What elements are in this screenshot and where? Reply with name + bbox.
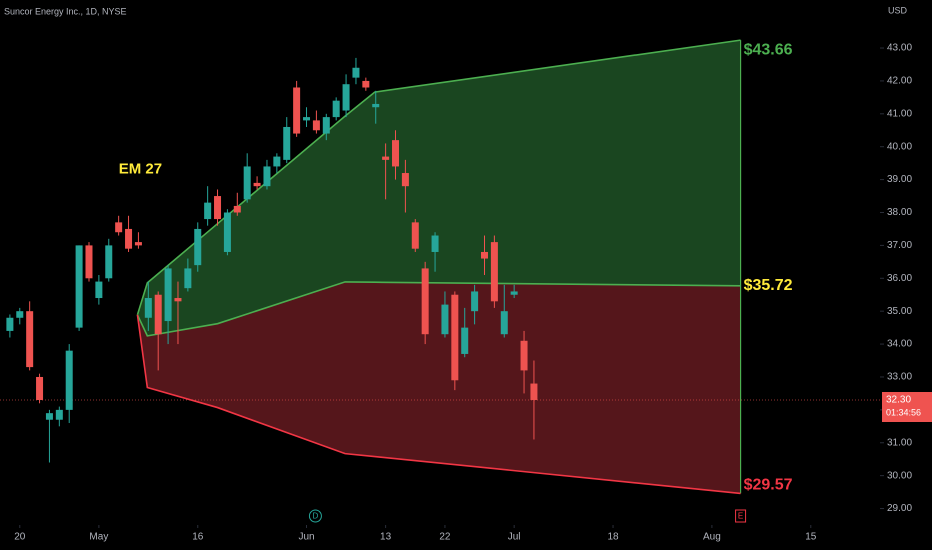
candle-body <box>134 242 142 246</box>
candle-body <box>411 222 419 249</box>
candle-body <box>500 311 508 335</box>
candle-body <box>125 228 133 249</box>
y-tick-label: 42.00 <box>887 76 912 87</box>
price-annotation: $29.57 <box>744 477 793 494</box>
candle-body <box>332 100 340 118</box>
candle-body <box>520 340 528 371</box>
cone-lower-area <box>137 281 741 494</box>
candle-body <box>312 120 320 131</box>
candle-body <box>223 212 231 252</box>
y-tick-label: 36.00 <box>887 273 912 284</box>
candle-body <box>75 245 83 328</box>
y-tick-label: 33.00 <box>887 372 912 383</box>
currency-label: USD <box>888 5 908 15</box>
candle-body <box>16 311 24 318</box>
candle-body <box>184 268 192 289</box>
x-tick-label: May <box>89 532 108 543</box>
countdown-label: 01:34:56 <box>886 407 921 417</box>
cone-upper-area <box>137 40 741 336</box>
candle-body <box>293 87 301 134</box>
last-price-box <box>882 392 932 422</box>
candle-body <box>480 251 488 259</box>
candle-body <box>382 156 390 160</box>
y-tick-label: 34.00 <box>887 339 912 350</box>
candle-body <box>194 228 202 266</box>
candle-body <box>421 268 429 335</box>
y-tick-label: 29.00 <box>887 503 912 514</box>
y-tick-label: 41.00 <box>887 108 912 119</box>
chart-title: Suncor Energy Inc., 1D, NYSE <box>4 6 127 16</box>
y-tick-label: 30.00 <box>887 470 912 481</box>
event-icon <box>735 509 747 523</box>
event-label: D <box>313 512 319 521</box>
candle-body <box>471 291 479 312</box>
y-tick-label: 43.00 <box>887 43 912 54</box>
cone-mid-line <box>136 281 741 337</box>
y-tick-label: 39.00 <box>887 174 912 185</box>
candle-body <box>253 182 261 187</box>
candle-body <box>530 383 538 400</box>
candle-body <box>490 242 498 302</box>
y-tick-label: 38.00 <box>887 207 912 218</box>
candle-body <box>174 298 182 302</box>
candle-body <box>283 126 291 160</box>
price-annotation: $43.66 <box>744 41 793 58</box>
candle-body <box>392 140 400 167</box>
candle-body <box>6 317 14 331</box>
candle-body <box>115 222 123 233</box>
candle-body <box>431 235 439 252</box>
candle-body <box>362 80 370 88</box>
candle-body <box>303 117 311 121</box>
x-tick-label: 20 <box>14 532 26 543</box>
candle-body <box>26 311 34 368</box>
candle-body <box>263 166 271 187</box>
cone-upper-line <box>136 39 741 316</box>
event-label: E <box>738 512 743 521</box>
y-tick-label: 31.00 <box>887 437 912 448</box>
last-price-label: 32.30 <box>886 395 911 406</box>
candle-body <box>144 298 152 318</box>
candle-body <box>45 413 53 420</box>
candle-body <box>441 304 449 335</box>
y-tick-label: 37.00 <box>887 240 912 251</box>
candle-body <box>204 202 212 220</box>
x-tick-label: 13 <box>380 532 392 543</box>
candle-body <box>65 350 73 410</box>
candle-body <box>95 281 103 299</box>
candle-body <box>451 294 459 381</box>
candle-body <box>214 196 222 220</box>
candle-body <box>36 376 44 400</box>
x-tick-label: Aug <box>703 532 721 543</box>
x-tick-label: Jun <box>298 532 314 543</box>
x-tick-label: 15 <box>805 532 817 543</box>
candle-body <box>164 268 172 322</box>
candle-body <box>322 117 330 134</box>
y-tick-label: 35.00 <box>887 306 912 317</box>
cone-lower-line <box>136 314 741 495</box>
candle-body <box>154 294 162 335</box>
em-annotation: EM 27 <box>119 161 162 178</box>
candle-body <box>342 84 350 111</box>
price-annotation: $35.72 <box>744 277 793 294</box>
candle-body <box>461 327 469 354</box>
candle-body <box>352 67 360 78</box>
candle-body <box>510 291 518 295</box>
y-tick-label: 40.00 <box>887 141 912 152</box>
event-icon <box>308 509 322 523</box>
x-tick-label: 18 <box>607 532 619 543</box>
candle-body <box>401 173 409 187</box>
candle-body <box>55 409 63 420</box>
x-tick-label: 22 <box>439 532 451 543</box>
candle-body <box>372 103 380 108</box>
candle-body <box>233 205 241 213</box>
candle-body <box>105 245 113 279</box>
candle-body <box>243 166 251 200</box>
candle-body <box>85 245 93 279</box>
candle-body <box>273 156 281 167</box>
x-tick-label: 16 <box>192 532 204 543</box>
x-tick-label: Jul <box>508 532 521 543</box>
